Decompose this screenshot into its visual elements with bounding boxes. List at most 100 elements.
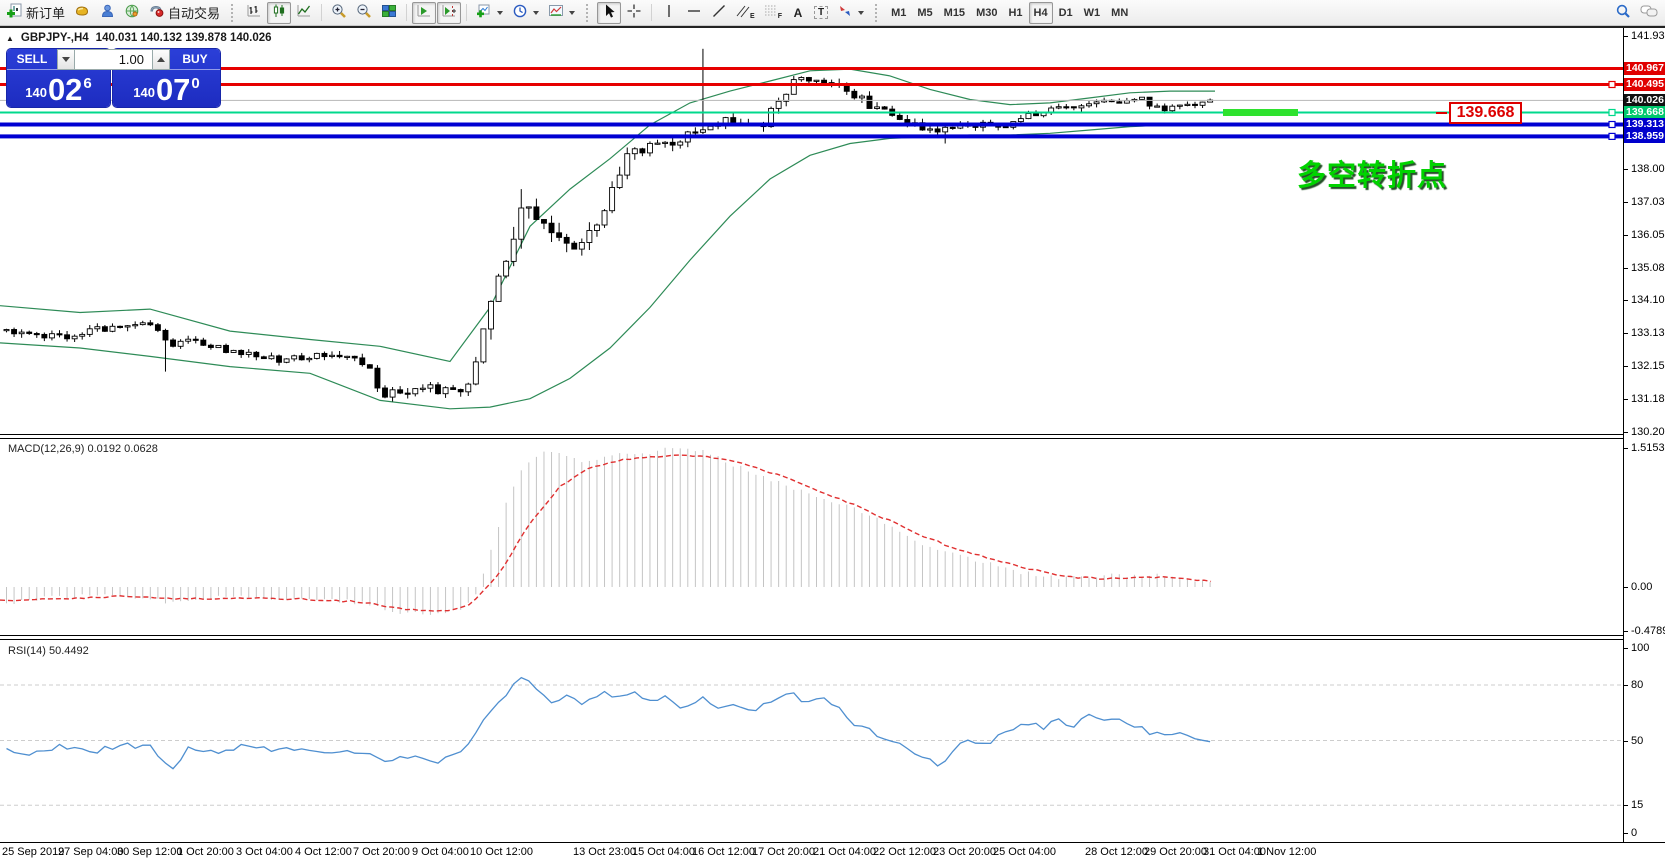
turning-point-segment[interactable] [1223, 109, 1298, 116]
auto-scroll-button[interactable] [412, 1, 437, 24]
sell-price-big: 02 [47, 72, 83, 107]
price-tick-label: 133.130 [1631, 327, 1665, 339]
volume-input[interactable] [75, 49, 152, 70]
timeframe-M5-button[interactable]: M5 [912, 2, 937, 24]
time-axis-label: 4 Oct 12:00 [295, 846, 352, 858]
sell-price-sup: 6 [83, 75, 92, 92]
rsi-tick-label: 0 [1631, 827, 1638, 839]
text-button[interactable]: A [787, 2, 809, 24]
candlestick-chart-button[interactable] [267, 1, 292, 24]
text-tool-letter: A [793, 5, 803, 20]
trendline-button[interactable] [707, 2, 731, 24]
timeframe-MN-button[interactable]: MN [1106, 2, 1133, 24]
price-tick-label: 138.005 [1631, 163, 1665, 175]
clock-icon [512, 3, 528, 22]
toolbar-separator [321, 4, 323, 21]
buy-price-big: 07 [155, 72, 191, 107]
time-axis-label: 17 Oct 20:00 [752, 846, 815, 858]
price-scale-column[interactable]: 141.930 138.005 137.030 136.055 135.080 134.1… [1623, 28, 1665, 842]
axis-tick-mark [1624, 268, 1628, 269]
volume-spinner [57, 49, 170, 70]
timeframe-M30-button[interactable]: M30 [971, 2, 1002, 24]
axis-tick-mark [1624, 448, 1628, 449]
zoom-out-button[interactable] [352, 2, 376, 24]
tile-windows-button[interactable] [377, 2, 401, 24]
search-button[interactable] [1611, 2, 1635, 24]
axis-tick-mark [1624, 587, 1628, 588]
zoom-in-button[interactable] [327, 2, 351, 24]
rsi-level-lines [0, 684, 1623, 806]
crosshair-button[interactable] [622, 2, 646, 24]
collapse-triangle-icon[interactable]: ▲ [6, 33, 14, 43]
cursor-button[interactable] [597, 1, 622, 24]
channel-button[interactable]: E [732, 2, 759, 24]
timeframe-M15-button[interactable]: M15 [939, 2, 970, 24]
market-watch-button[interactable] [70, 2, 94, 24]
community-button[interactable] [120, 2, 144, 24]
price-callout[interactable]: 139.668 [1449, 102, 1522, 124]
timeframe-H4-button[interactable]: H4 [1028, 1, 1053, 24]
sell-button[interactable]: SELL [7, 49, 57, 70]
sell-price: 140 02 6 [7, 71, 110, 105]
toolbar: 新订单 自动交易 E F A T M1 M5 M15 M30 H1 H4 D1 W1 MN [0, 0, 1665, 26]
toolbar-grip [231, 3, 237, 22]
macd-panel[interactable] [0, 439, 1623, 635]
bar-chart-button[interactable] [242, 2, 266, 24]
horizontal-line-button[interactable] [682, 2, 706, 24]
text-label-button[interactable]: T [810, 2, 832, 24]
chat-button[interactable] [1636, 2, 1662, 24]
time-axis-label: 7 Oct 20:00 [353, 846, 410, 858]
caret-down-icon [858, 10, 865, 15]
new-chart-dropdown[interactable] [472, 2, 507, 24]
timeframe-D1-button[interactable]: D1 [1054, 2, 1078, 24]
timeframe-H1-button[interactable]: H1 [1003, 2, 1027, 24]
axis-tick-mark [1624, 399, 1628, 400]
volume-decrease-button[interactable] [57, 49, 75, 70]
tile-windows-icon [381, 3, 397, 22]
turning-point-annotation[interactable]: 多空转折点 [1297, 160, 1448, 192]
time-axis-label: 9 Oct 04:00 [412, 846, 469, 858]
fibonacci-button[interactable]: F [760, 2, 786, 24]
panel-separator[interactable] [0, 635, 1665, 640]
chart-shift-icon [441, 3, 457, 22]
triangle-up-icon [157, 57, 165, 62]
buy-button[interactable]: BUY [170, 49, 220, 70]
price-tick-label: 134.105 [1631, 294, 1665, 306]
search-icon [1615, 3, 1631, 22]
timeframe-M1-button[interactable]: M1 [886, 2, 911, 24]
vertical-line-button[interactable] [657, 2, 681, 24]
macd-tick-label: 0.00 [1631, 581, 1653, 593]
shapes-dropdown[interactable] [833, 2, 868, 24]
time-axis-label: 13 Oct 23:00 [573, 846, 636, 858]
panel-separator[interactable] [0, 434, 1665, 439]
chart-shift-button[interactable] [437, 1, 462, 24]
periods-dropdown[interactable] [508, 2, 543, 24]
ohlc-values: 140.031 140.132 139.878 140.026 [95, 32, 272, 44]
buy-price-sup: 0 [191, 75, 200, 92]
line-chart-button[interactable] [292, 2, 316, 24]
channel-icon [736, 3, 750, 22]
new-order-button[interactable]: 新订单 [3, 2, 69, 24]
axis-tick-mark [1624, 36, 1628, 37]
timeframe-W1-button[interactable]: W1 [1079, 2, 1106, 24]
new-chart-icon [476, 3, 492, 22]
volume-increase-button[interactable] [152, 49, 170, 70]
rsi-panel[interactable] [0, 640, 1623, 842]
price-badge: 140.026 [1624, 93, 1665, 107]
autotrading-button[interactable]: 自动交易 [145, 2, 224, 24]
chat-bubbles-icon [1640, 3, 1658, 22]
templates-dropdown[interactable] [544, 2, 579, 24]
axis-tick-mark [1624, 300, 1628, 301]
rsi-tick-label: 50 [1631, 735, 1644, 747]
main-price-chart[interactable] [0, 28, 1623, 434]
zoom-in-icon [331, 3, 347, 22]
new-order-label: 新订单 [26, 6, 66, 21]
crosshair-icon [626, 3, 642, 22]
cursor-arrow-icon [601, 3, 617, 22]
symbol-period-label: GBPJPY-,H4 [20, 32, 89, 44]
callout-leader-dash [1436, 112, 1447, 114]
time-axis-label: 22 Oct 12:00 [873, 846, 936, 858]
navigator-button[interactable] [95, 2, 119, 24]
price-tick-label: 136.055 [1631, 229, 1665, 241]
rsi-tick-label: 80 [1631, 679, 1644, 691]
